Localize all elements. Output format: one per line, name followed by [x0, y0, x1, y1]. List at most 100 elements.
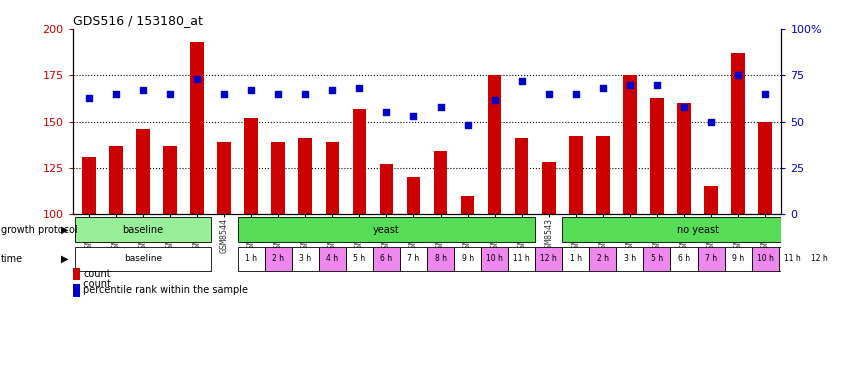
Text: ▶: ▶ — [61, 225, 68, 235]
Text: 12 h: 12 h — [810, 254, 827, 264]
Bar — [461, 195, 473, 214]
Bar — [190, 42, 204, 214]
Point — [704, 119, 717, 124]
Point — [163, 91, 177, 97]
Bar — [704, 186, 717, 214]
Bar — [136, 129, 149, 214]
Bar — [109, 146, 123, 214]
Text: 5 h: 5 h — [650, 254, 662, 264]
Text: 6 h: 6 h — [677, 254, 689, 264]
Text: baseline: baseline — [124, 254, 162, 264]
Bar — [318, 247, 345, 271]
Bar — [730, 53, 744, 214]
Point — [487, 97, 501, 102]
Bar — [757, 122, 771, 214]
Text: 7 h: 7 h — [407, 254, 419, 264]
Text: 11 h: 11 h — [513, 254, 530, 264]
Point — [595, 86, 609, 92]
Point — [325, 87, 339, 93]
Bar — [380, 164, 392, 214]
Bar — [589, 247, 616, 271]
Bar — [454, 247, 480, 271]
Bar — [723, 247, 751, 271]
Text: 7 h: 7 h — [705, 254, 717, 264]
Point — [542, 91, 555, 97]
Point — [352, 86, 366, 92]
Bar — [561, 247, 589, 271]
Bar — [426, 247, 454, 271]
Text: 10 h: 10 h — [756, 254, 773, 264]
Bar — [237, 247, 264, 271]
Bar — [433, 151, 447, 214]
Bar — [805, 247, 832, 271]
Bar — [535, 247, 561, 271]
Point — [136, 87, 149, 93]
Text: count: count — [83, 269, 111, 279]
Text: 5 h: 5 h — [353, 254, 365, 264]
Bar — [73, 268, 80, 280]
Text: 9 h: 9 h — [731, 254, 743, 264]
Point — [406, 113, 420, 119]
Bar — [82, 157, 96, 214]
Point — [730, 72, 744, 78]
Bar — [352, 109, 366, 214]
Bar — [778, 247, 805, 271]
Bar — [568, 137, 582, 214]
Text: 4 h: 4 h — [326, 254, 338, 264]
Bar — [542, 163, 554, 214]
Bar — [595, 137, 609, 214]
Bar — [73, 284, 80, 296]
Text: 2 h: 2 h — [272, 254, 284, 264]
Text: growth protocol: growth protocol — [1, 225, 78, 235]
Point — [82, 95, 96, 101]
Point — [217, 91, 230, 97]
Point — [568, 91, 582, 97]
Bar — [373, 247, 399, 271]
Bar — [163, 146, 177, 214]
Text: 8 h: 8 h — [434, 254, 446, 264]
Text: 10 h: 10 h — [485, 254, 502, 264]
Text: 1 h: 1 h — [245, 254, 257, 264]
Point — [298, 91, 311, 97]
Text: 11 h: 11 h — [783, 254, 799, 264]
Bar — [217, 142, 230, 214]
Bar — [75, 247, 211, 271]
Point — [244, 87, 258, 93]
Bar — [237, 217, 535, 242]
Bar — [406, 177, 420, 214]
Point — [676, 104, 690, 110]
Text: 3 h: 3 h — [299, 254, 311, 264]
Point — [190, 76, 204, 82]
Text: GDS516 / 153180_at: GDS516 / 153180_at — [73, 14, 202, 27]
Bar — [649, 98, 663, 214]
Text: 1 h: 1 h — [569, 254, 581, 264]
Bar — [299, 138, 311, 214]
Text: 2 h: 2 h — [596, 254, 608, 264]
Bar — [292, 247, 318, 271]
Bar — [751, 247, 778, 271]
Point — [379, 109, 392, 115]
Text: baseline: baseline — [122, 225, 163, 235]
Point — [271, 91, 285, 97]
Text: percentile rank within the sample: percentile rank within the sample — [83, 285, 247, 295]
Bar — [264, 247, 292, 271]
Text: 3 h: 3 h — [623, 254, 635, 264]
Bar — [642, 247, 670, 271]
Bar — [508, 247, 535, 271]
Text: 12 h: 12 h — [540, 254, 556, 264]
Bar — [487, 75, 501, 214]
Point — [109, 91, 123, 97]
Bar — [271, 142, 285, 214]
Text: ▶: ▶ — [61, 254, 68, 264]
Bar — [480, 247, 508, 271]
Text: yeast: yeast — [373, 225, 399, 235]
Point — [757, 91, 771, 97]
Text: time: time — [1, 254, 23, 264]
Bar — [514, 138, 528, 214]
Bar — [75, 217, 211, 242]
Bar — [561, 217, 832, 242]
Bar — [399, 247, 426, 271]
Bar — [325, 142, 339, 214]
Point — [433, 104, 447, 110]
Bar — [676, 103, 690, 214]
